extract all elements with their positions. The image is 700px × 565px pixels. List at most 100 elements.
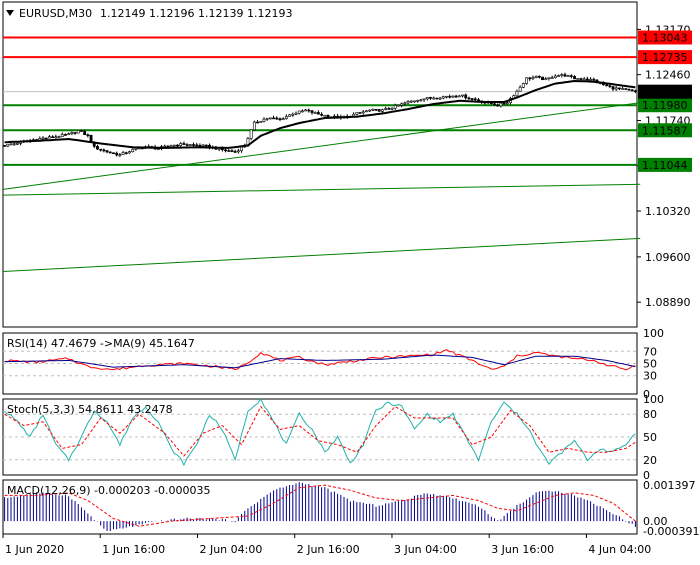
candle-body[interactable] [374, 109, 378, 111]
candle-body[interactable] [611, 86, 615, 90]
candle-body[interactable] [310, 110, 314, 113]
candle-body[interactable] [406, 101, 410, 104]
candle-body[interactable] [300, 110, 304, 113]
candle-body[interactable] [192, 144, 195, 146]
candle-body[interactable] [188, 144, 192, 146]
candle-body[interactable] [541, 76, 544, 81]
candle-body[interactable] [198, 145, 202, 147]
candle-body[interactable] [288, 114, 292, 117]
candle-body[interactable] [134, 147, 138, 150]
candle-body[interactable] [614, 87, 618, 90]
candle-body[interactable] [304, 109, 308, 112]
candle-body[interactable] [569, 75, 573, 77]
candle-body[interactable] [467, 97, 471, 100]
candle-body[interactable] [112, 152, 115, 155]
candle-body[interactable] [621, 88, 625, 90]
candle-body[interactable] [470, 98, 474, 100]
candle-body[interactable] [499, 102, 503, 107]
candle-body[interactable] [547, 77, 551, 80]
candle-body[interactable] [124, 152, 128, 154]
candle-body[interactable] [390, 107, 394, 110]
candle-body[interactable] [518, 86, 522, 92]
candle-body[interactable] [3, 145, 7, 147]
candle-body[interactable] [121, 152, 125, 155]
candle-body[interactable] [617, 87, 621, 90]
candle-body[interactable] [563, 74, 567, 77]
candle-body[interactable] [83, 131, 87, 136]
candle-body[interactable] [281, 118, 285, 120]
candle-body[interactable] [275, 117, 279, 120]
candle-body[interactable] [284, 116, 288, 119]
candle-body[interactable] [371, 109, 375, 111]
candle-body[interactable] [224, 149, 227, 152]
candle-body[interactable] [393, 105, 397, 109]
candle-body[interactable] [397, 104, 400, 107]
candle-body[interactable] [278, 118, 282, 120]
candle-body[interactable] [605, 84, 609, 87]
candle-body[interactable] [54, 136, 58, 139]
candle-body[interactable] [169, 145, 173, 148]
candle-body[interactable] [6, 143, 10, 147]
candle-body[interactable] [291, 113, 295, 116]
candle-body[interactable] [400, 103, 404, 106]
candle-body[interactable] [496, 104, 500, 107]
candle-body[interactable] [403, 102, 407, 105]
candle-body[interactable] [608, 85, 612, 87]
candle-body[interactable] [67, 133, 71, 136]
candle-body[interactable] [80, 130, 83, 132]
candle-body[interactable] [387, 108, 391, 110]
candle-body[interactable] [377, 109, 381, 112]
candle-body[interactable] [454, 95, 458, 98]
candle-body[interactable] [44, 137, 48, 140]
candle-body[interactable] [579, 78, 583, 80]
candle-body[interactable] [576, 78, 580, 80]
candle-body[interactable] [573, 76, 576, 80]
candle-body[interactable] [358, 112, 362, 114]
candle-body[interactable] [515, 90, 519, 97]
candle-body[interactable] [624, 88, 628, 90]
candle-body[interactable] [236, 150, 240, 153]
candle-body[interactable] [76, 130, 80, 134]
candle-body[interactable] [585, 78, 589, 81]
candle-body[interactable] [432, 97, 436, 100]
candle-body[interactable] [131, 148, 135, 152]
candle-body[interactable] [521, 83, 525, 88]
candle-body[interactable] [368, 109, 372, 112]
candle-body[interactable] [105, 150, 109, 153]
candle-body[interactable] [553, 75, 557, 78]
candle-body[interactable] [64, 134, 67, 136]
candle-body[interactable] [528, 77, 532, 80]
dropdown-arrow-icon[interactable] [6, 10, 14, 16]
candle-body[interactable] [176, 144, 179, 147]
candle-body[interactable] [9, 143, 13, 146]
candle-body[interactable] [438, 97, 442, 100]
candle-body[interactable] [15, 143, 19, 145]
candle-body[interactable] [265, 117, 269, 120]
candle-body[interactable] [268, 117, 272, 120]
candle-body[interactable] [544, 78, 548, 81]
candle-body[interactable] [505, 102, 509, 105]
candle-body[interactable] [240, 146, 243, 152]
candle-body[interactable] [502, 102, 506, 105]
candle-body[interactable] [195, 144, 199, 147]
candle-body[interactable] [457, 95, 461, 98]
candle-body[interactable] [73, 132, 77, 134]
candle-body[interactable] [534, 76, 538, 78]
candle-body[interactable] [425, 97, 429, 100]
candle-body[interactable] [416, 100, 420, 102]
candle-body[interactable] [630, 89, 634, 92]
candle-body[interactable] [128, 151, 131, 154]
candle-body[interactable] [51, 136, 55, 139]
candle-body[interactable] [441, 96, 445, 99]
candle-body[interactable] [633, 90, 637, 93]
candle-body[interactable] [557, 75, 560, 77]
candle-body[interactable] [525, 77, 528, 84]
candle-body[interactable] [12, 143, 16, 145]
candle-body[interactable] [419, 99, 423, 102]
candle-body[interactable] [60, 134, 64, 137]
candle-body[interactable] [429, 97, 432, 99]
candle-body[interactable] [445, 95, 448, 98]
candle-body[interactable] [464, 94, 468, 99]
